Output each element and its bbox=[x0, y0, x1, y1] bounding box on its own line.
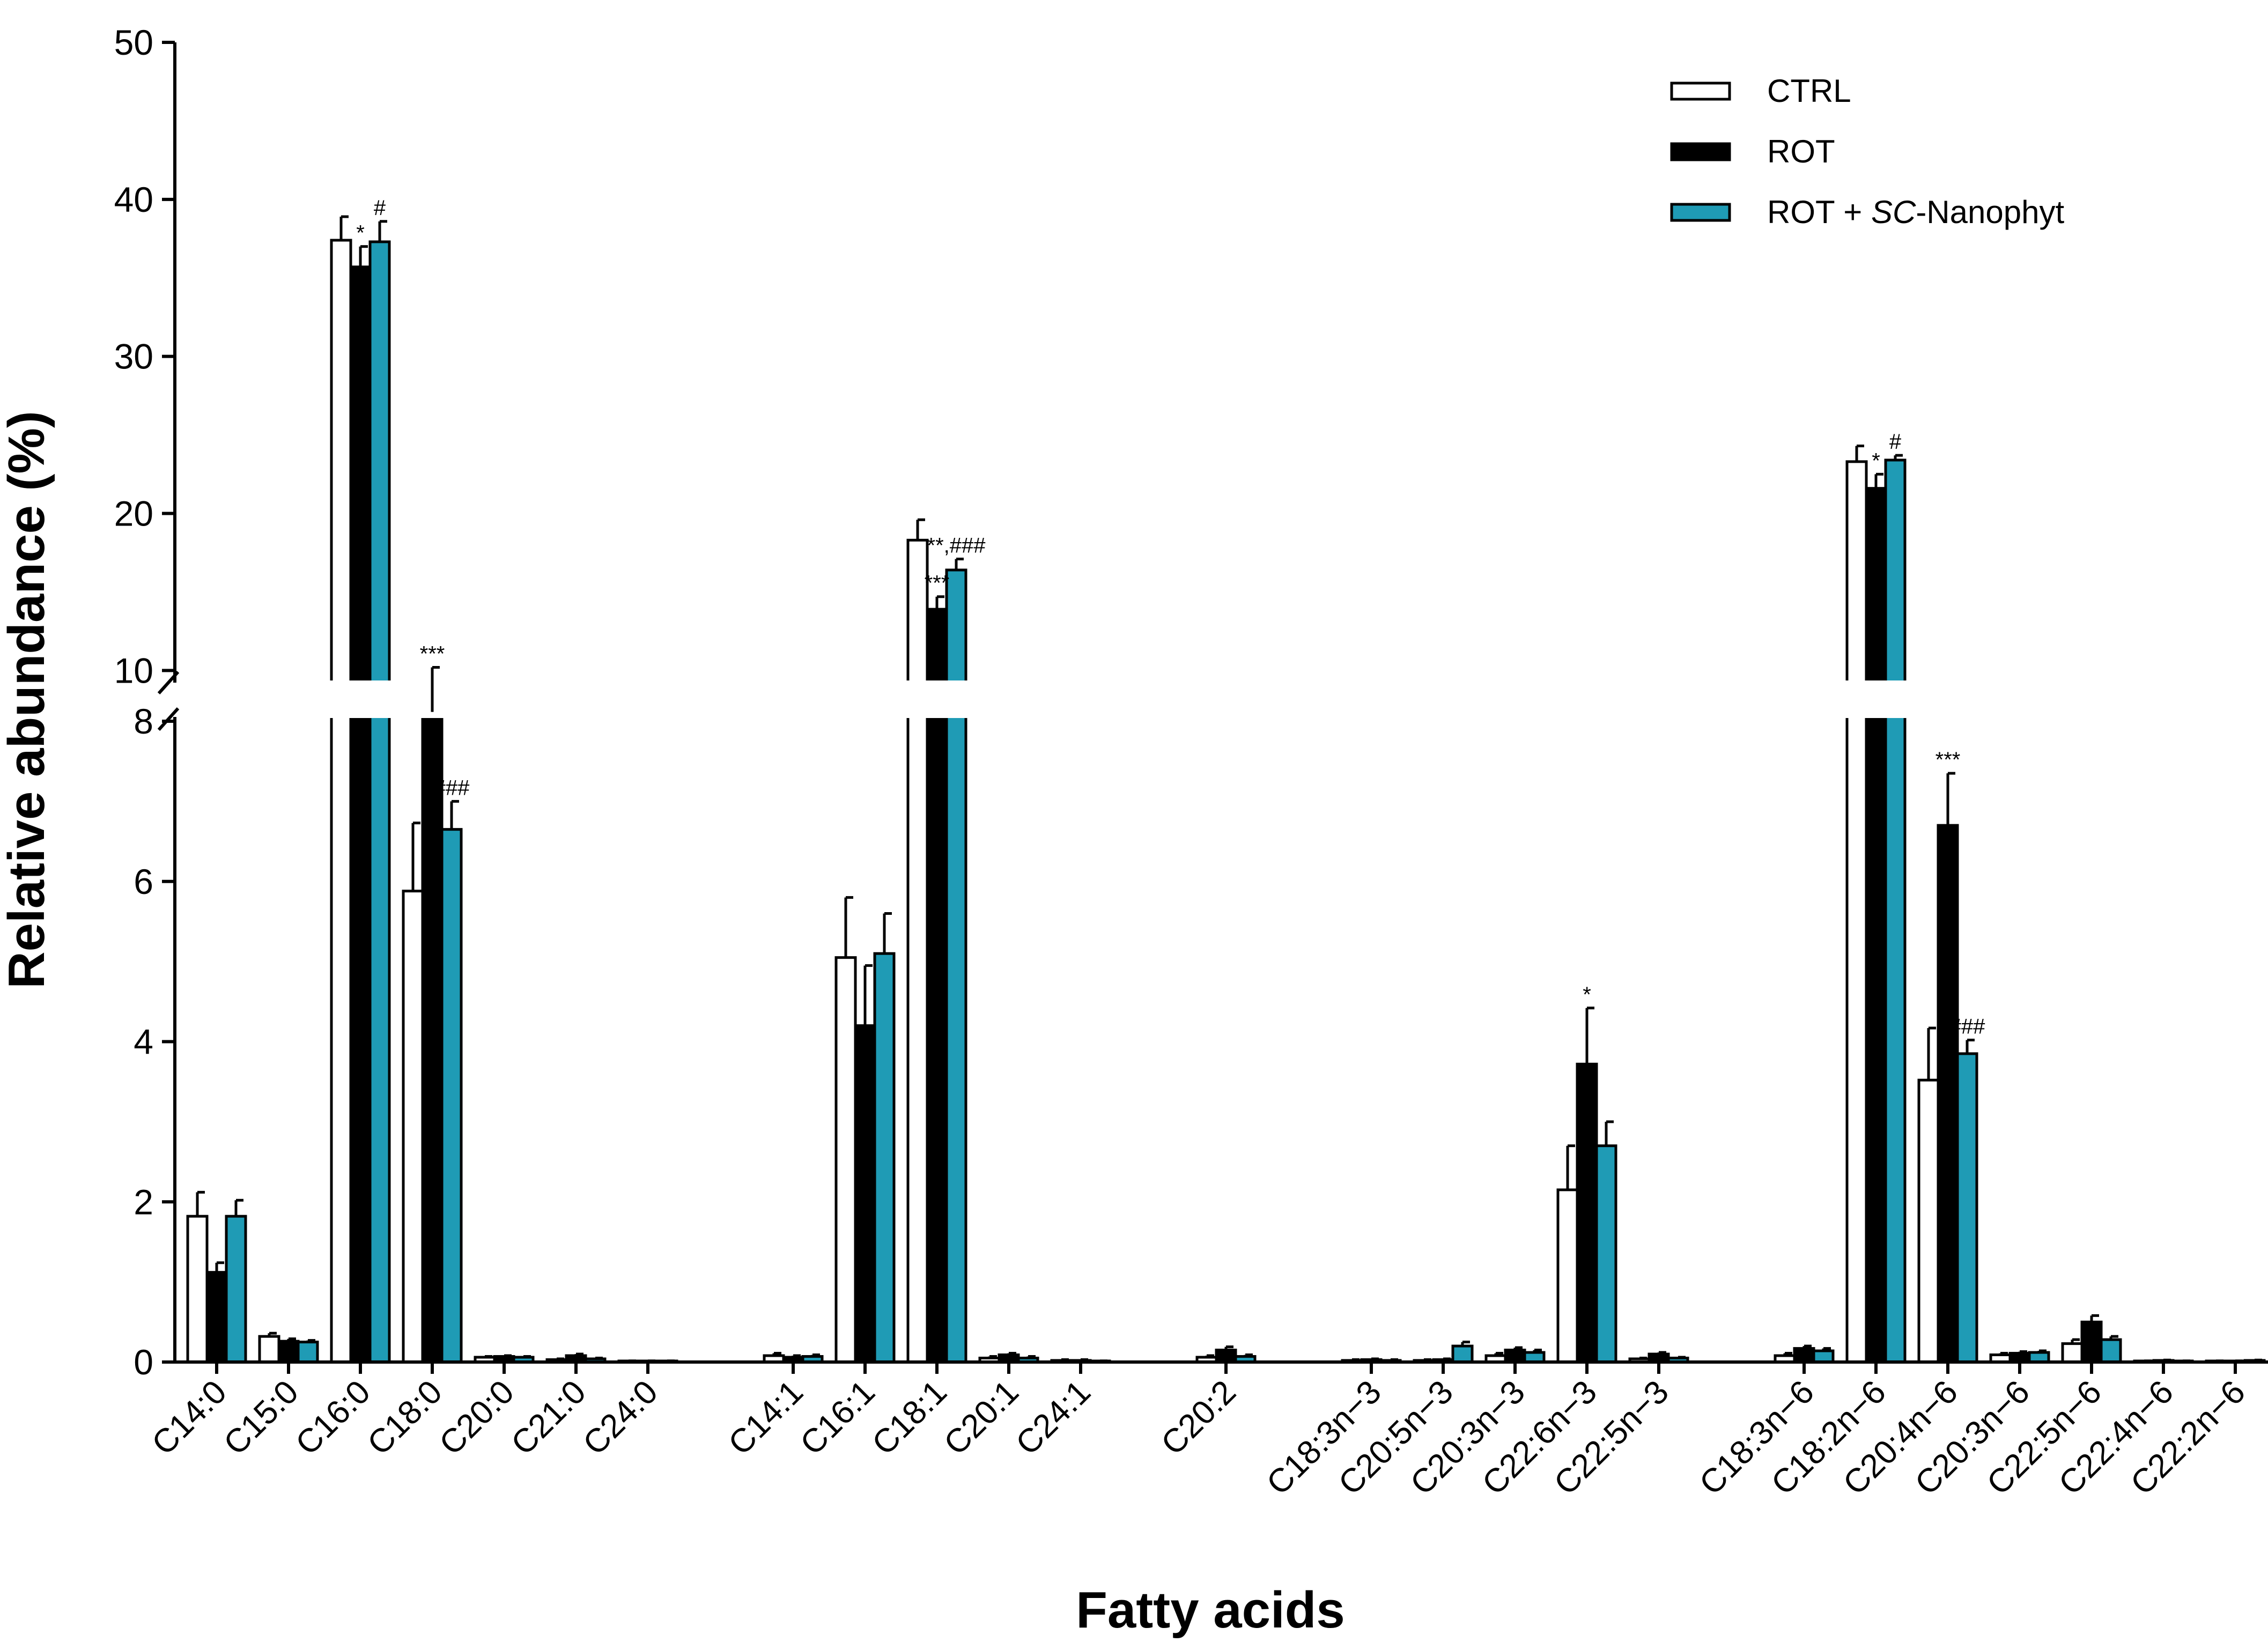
bar-rot-sc-nanophyt bbox=[368, 240, 391, 1364]
y-tick-label: 20 bbox=[114, 494, 153, 534]
bar-rot bbox=[854, 1024, 876, 1364]
significance-label: # bbox=[1889, 430, 1902, 454]
axis-break-mark bbox=[157, 670, 180, 695]
y-tick-label: 50 bbox=[114, 23, 153, 62]
bar-ctrl bbox=[1845, 460, 1868, 1364]
significance-label: *** bbox=[1935, 748, 1961, 772]
bar-rot-sc-nanophyt bbox=[1956, 1052, 1978, 1364]
y-tick-label: 10 bbox=[114, 650, 153, 690]
x-tick-label: C15:0 bbox=[217, 1373, 306, 1462]
bar-ctrl bbox=[906, 538, 929, 1364]
bar-rot-sc-nanophyt bbox=[225, 1215, 247, 1364]
x-tick-label: C18:1 bbox=[865, 1373, 954, 1462]
bar-rot-sc-nanophyt bbox=[873, 952, 896, 1364]
significance-label: ### bbox=[1949, 1015, 1985, 1039]
bar-rot bbox=[2080, 1320, 2103, 1364]
bar-ctrl bbox=[186, 1215, 209, 1364]
significance-label: * bbox=[356, 221, 365, 245]
bar-ctrl bbox=[1556, 1188, 1579, 1364]
significance-annotations: * # *** ### *** **,### * * # *** ### bbox=[356, 196, 1985, 1039]
y-tick-label: 0 bbox=[134, 1342, 153, 1382]
legend-swatch bbox=[1670, 142, 1731, 161]
bar-rot-sc-nanophyt bbox=[2100, 1338, 2122, 1364]
x-tick-label: C20:1 bbox=[937, 1373, 1026, 1462]
x-tick-label: C21:0 bbox=[504, 1373, 593, 1462]
significance-label: # bbox=[374, 196, 386, 220]
legend-label: ROT bbox=[1767, 134, 1835, 169]
axis-break-mark bbox=[157, 707, 180, 731]
bar-rot bbox=[1576, 1062, 1598, 1364]
legend-label: ROT + SC-Nanophyt bbox=[1767, 194, 2064, 230]
bar-rot-sc-nanophyt bbox=[297, 1341, 319, 1364]
x-axis-title: Fatty acids bbox=[1076, 1581, 1345, 1639]
y-axis: 0 2 4 6 8 10 20 30 40 50 bbox=[114, 23, 180, 1382]
bar-rot bbox=[1504, 1349, 1526, 1364]
bar-rot bbox=[277, 1340, 300, 1364]
axis-break-gap bbox=[322, 680, 399, 718]
bar-rot-sc-nanophyt bbox=[1451, 1344, 1474, 1364]
x-tick-label: C20:2 bbox=[1154, 1373, 1243, 1462]
significance-label: ### bbox=[434, 776, 470, 800]
bar-rot bbox=[1793, 1347, 1815, 1364]
legend: CTRL ROT ROT + SC-Nanophyt bbox=[1670, 73, 2064, 230]
x-tick-label: C16:0 bbox=[289, 1373, 378, 1462]
bar-rot bbox=[349, 265, 372, 1364]
bar-ctrl bbox=[402, 890, 424, 1364]
x-tick-label: C24:0 bbox=[576, 1373, 665, 1462]
bar-rot bbox=[1215, 1349, 1237, 1364]
x-tick-label: C18:0 bbox=[360, 1373, 449, 1462]
bar-ctrl bbox=[834, 956, 857, 1364]
axis-break-gap bbox=[1837, 680, 1915, 718]
y-tick-label: 8 bbox=[134, 701, 153, 741]
bar-ctrl bbox=[1917, 1078, 1940, 1364]
significance-label: *** bbox=[925, 572, 950, 595]
legend-label: CTRL bbox=[1767, 73, 1851, 109]
x-tick-label: C14:0 bbox=[145, 1373, 234, 1462]
bar-rot-sc-nanophyt bbox=[440, 828, 463, 1364]
y-tick-label: 6 bbox=[134, 862, 153, 901]
axis-break-gap bbox=[898, 680, 976, 718]
x-tick-label: C14:1 bbox=[721, 1373, 810, 1462]
x-tick-label: C24:1 bbox=[1009, 1373, 1098, 1462]
x-tick-label: C20:0 bbox=[432, 1373, 521, 1462]
legend-swatch bbox=[1670, 82, 1731, 101]
y-tick-label: 4 bbox=[134, 1022, 153, 1062]
y-tick-label: 30 bbox=[114, 337, 153, 376]
y-tick-label: 2 bbox=[134, 1182, 153, 1222]
x-tick-label: C16:1 bbox=[793, 1373, 882, 1462]
bar-ctrl bbox=[330, 239, 352, 1364]
bars bbox=[186, 239, 2266, 1364]
y-axis-title: Relative abundance (%) bbox=[0, 411, 55, 989]
bar-ctrl bbox=[258, 1335, 280, 1364]
significance-label: **,### bbox=[927, 534, 986, 557]
bar-rot bbox=[205, 1271, 228, 1364]
bar-rot bbox=[1937, 824, 1959, 1364]
significance-label: * bbox=[1872, 449, 1880, 472]
bar-rot-sc-nanophyt bbox=[1884, 458, 1907, 1364]
significance-label: * bbox=[1583, 983, 1591, 1007]
bar-rot bbox=[926, 608, 948, 1364]
bar-rot bbox=[1865, 487, 1887, 1364]
bar-rot bbox=[421, 711, 444, 1364]
legend-swatch bbox=[1670, 203, 1731, 222]
significance-label: *** bbox=[420, 642, 445, 666]
bar-rot-sc-nanophyt bbox=[1595, 1144, 1617, 1364]
bar-rot-sc-nanophyt bbox=[1812, 1349, 1835, 1364]
bar-ctrl bbox=[2061, 1342, 2084, 1364]
y-tick-label: 40 bbox=[114, 180, 153, 219]
